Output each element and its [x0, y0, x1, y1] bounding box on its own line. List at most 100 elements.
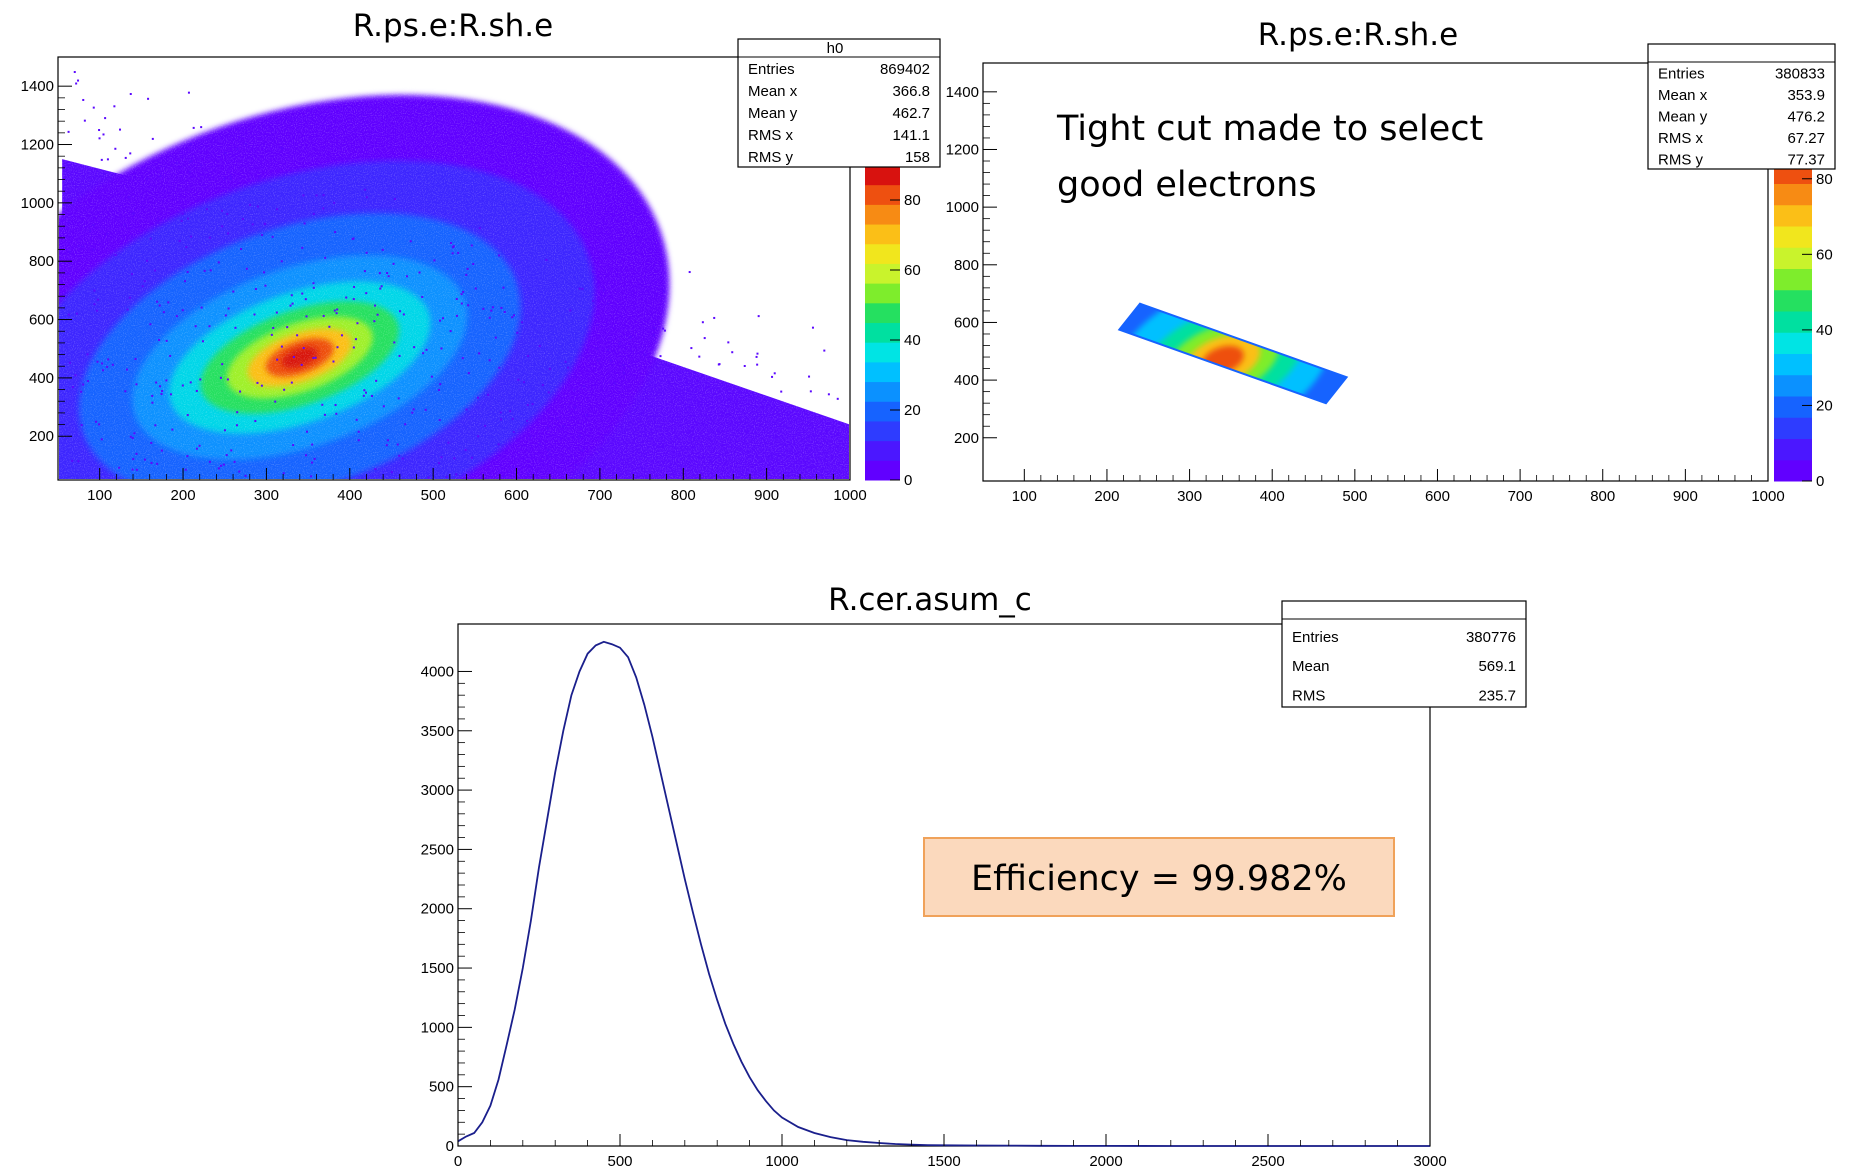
outlier-point	[219, 376, 222, 379]
outlier-point	[404, 423, 407, 426]
outlier-point	[208, 236, 211, 239]
outlier-point	[301, 292, 304, 295]
outlier-point	[261, 233, 264, 236]
outlier-point	[124, 390, 127, 393]
outlier-point	[100, 158, 103, 161]
outlier-point	[427, 476, 430, 479]
outlier-point	[186, 414, 189, 417]
outlier-point	[445, 475, 448, 478]
outlier-point	[171, 428, 174, 431]
outlier-point	[724, 461, 727, 464]
outlier-point	[264, 284, 267, 287]
outlier-point	[718, 430, 721, 433]
outlier-point	[135, 468, 138, 471]
outlier-point	[249, 203, 252, 206]
outlier-point	[276, 358, 279, 361]
color-scale-label: 20	[1816, 397, 1833, 414]
outlier-point	[512, 466, 515, 469]
outlier-point	[729, 414, 732, 417]
y-axis: 200 400 600 800 1000 1200 1400	[21, 78, 72, 445]
outlier-point	[160, 393, 163, 396]
color-scale-step	[865, 342, 900, 363]
outlier-point	[155, 381, 158, 384]
y-tick-label: 1000	[946, 199, 979, 216]
outlier-point	[92, 248, 95, 251]
outlier-point	[169, 393, 172, 396]
outlier-point	[529, 435, 532, 438]
outlier-point	[224, 314, 227, 317]
outlier-point	[545, 258, 548, 261]
color-scale-step	[1774, 311, 1812, 333]
color-scale-label: 0	[1816, 473, 1824, 490]
outlier-point	[208, 325, 211, 328]
outlier-point	[353, 285, 356, 288]
outlier-point	[541, 383, 544, 386]
outlier-point	[438, 388, 441, 391]
outlier-point	[526, 403, 529, 406]
outlier-point	[380, 285, 383, 288]
stats-label: RMS x	[748, 127, 794, 144]
outlier-point	[364, 391, 367, 394]
outlier-point	[556, 417, 559, 420]
outlier-point	[472, 262, 475, 265]
outlier-point	[208, 460, 211, 463]
outlier-point	[526, 420, 529, 423]
outlier-point	[546, 427, 549, 430]
outlier-point	[106, 365, 109, 368]
outlier-point	[244, 474, 247, 477]
outlier-point	[484, 424, 487, 427]
outlier-point	[546, 449, 549, 452]
outlier-point	[775, 436, 778, 439]
outlier-point	[194, 325, 197, 328]
y-tick-label: 400	[29, 370, 54, 387]
outlier-point	[449, 330, 452, 333]
outlier-point	[411, 411, 414, 414]
outlier-point	[747, 418, 750, 421]
outlier-point	[93, 303, 96, 306]
y-tick-label: 600	[954, 314, 979, 331]
outlier-point	[114, 253, 117, 256]
color-scale-label: 0	[904, 472, 912, 489]
outlier-point	[509, 410, 512, 413]
outlier-point	[103, 173, 106, 176]
outlier-point	[156, 462, 159, 465]
outlier-point	[725, 413, 728, 416]
stats-box: h0 Entries 869402 Mean x 366.8 Mean y 462.7 RMS…	[737, 38, 941, 168]
x-tick-label: 1000	[765, 1153, 798, 1170]
outlier-point	[488, 359, 491, 362]
outlier-point	[223, 429, 226, 432]
outlier-point	[724, 463, 727, 466]
color-scale-step	[865, 460, 900, 481]
outlier-point	[512, 430, 515, 433]
outlier-point	[698, 437, 701, 440]
outlier-point	[651, 366, 654, 369]
outlier-point	[95, 420, 98, 423]
outlier-point	[786, 414, 789, 417]
color-scale-label: 80	[904, 192, 921, 209]
outlier-point	[412, 408, 415, 411]
outlier-point	[282, 472, 285, 475]
x-tick-label: 200	[1094, 488, 1119, 505]
outlier-point	[585, 413, 588, 416]
outlier-point	[498, 366, 501, 369]
outlier-point	[455, 473, 458, 476]
x-tick-label: 800	[1590, 488, 1615, 505]
stats-frame	[1647, 43, 1836, 170]
outlier-point	[438, 419, 441, 422]
outlier-point	[96, 298, 99, 301]
chart-panel-2: R.ps.e:R.sh.e 100 200 300 400 500 600 700 800 90…	[946, 17, 1836, 505]
outlier-point	[604, 434, 607, 437]
y-tick-label: 4000	[421, 663, 454, 680]
outlier-point	[322, 194, 325, 197]
outlier-point	[494, 336, 497, 339]
color-scale-step	[865, 204, 900, 225]
outlier-point	[77, 460, 80, 463]
outlier-point	[95, 309, 98, 312]
outlier-point	[659, 355, 662, 358]
outlier-point	[310, 475, 313, 478]
outlier-point	[477, 435, 480, 438]
outlier-point	[491, 306, 494, 309]
outlier-point	[581, 449, 584, 452]
outlier-point	[253, 313, 256, 316]
chart-title: R.cer.asum_c	[828, 582, 1032, 618]
